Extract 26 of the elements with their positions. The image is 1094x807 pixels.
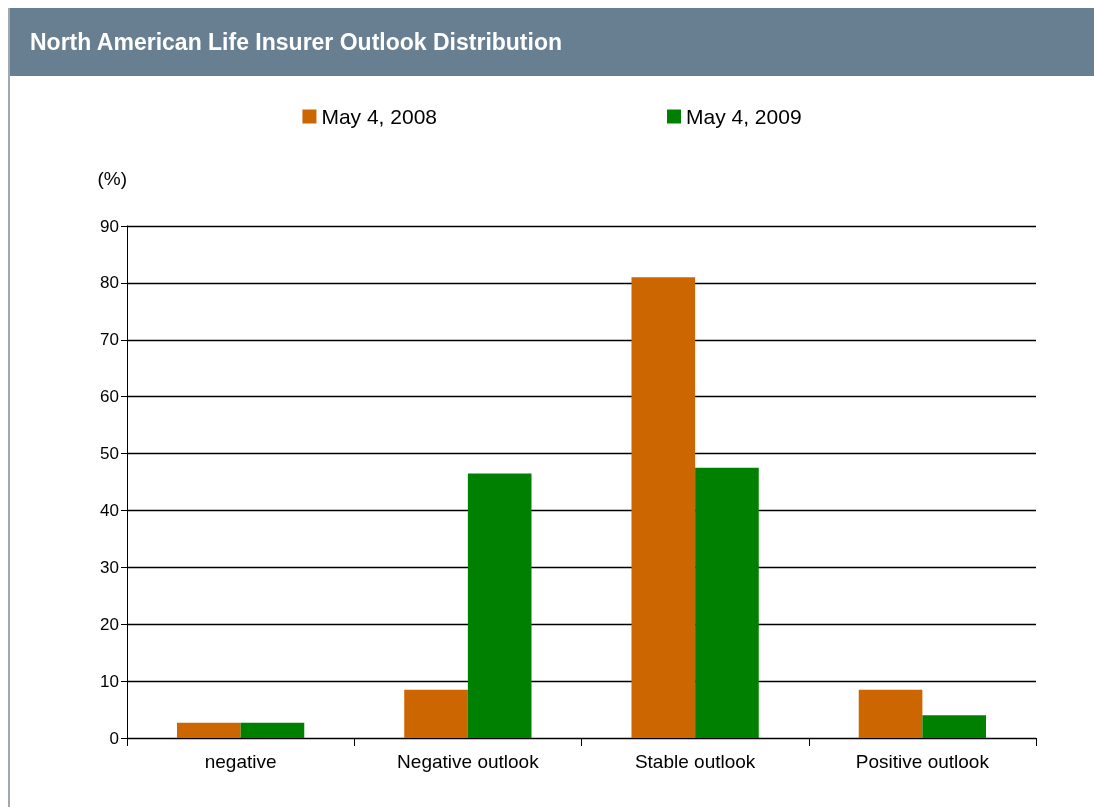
chart-title: North American Life Insurer Outlook Distribution bbox=[10, 8, 1094, 76]
y-tick-label: 50 bbox=[100, 444, 119, 464]
bar bbox=[631, 277, 696, 738]
x-tick-label: Stable outlook bbox=[634, 751, 756, 772]
y-tick-label: 90 bbox=[100, 216, 119, 236]
y-axis-title: (%) bbox=[97, 168, 127, 189]
y-tick-label: 20 bbox=[100, 614, 119, 634]
y-tick-label: 10 bbox=[100, 671, 119, 691]
y-tick-label: 80 bbox=[100, 273, 119, 293]
y-tick-label: 60 bbox=[100, 387, 119, 407]
bar bbox=[922, 715, 987, 738]
bar bbox=[177, 722, 241, 738]
bar bbox=[240, 722, 305, 738]
y-tick-label: 0 bbox=[109, 728, 119, 748]
x-tick-label: negative bbox=[204, 751, 277, 772]
x-tick-label: Negative outlook bbox=[397, 751, 540, 772]
bar bbox=[695, 467, 759, 738]
y-tick-label: 70 bbox=[100, 330, 119, 350]
bar bbox=[467, 473, 532, 738]
y-tick-label: 30 bbox=[100, 557, 119, 577]
legend-label: May 4, 2009 bbox=[686, 105, 802, 128]
x-tick-label: Positive outlook bbox=[855, 751, 990, 772]
bar bbox=[404, 689, 468, 738]
bar bbox=[858, 689, 923, 738]
y-tick-label: 40 bbox=[100, 500, 119, 520]
legend-label: May 4, 2008 bbox=[321, 105, 438, 128]
